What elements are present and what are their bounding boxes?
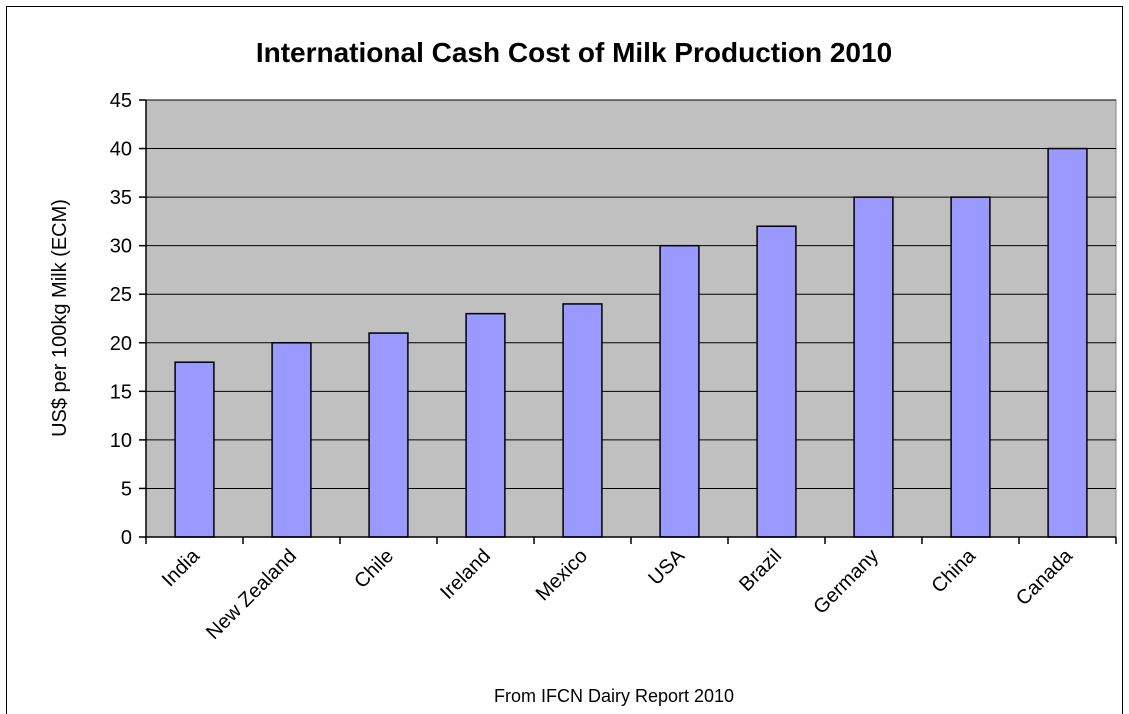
x-category-label: Germany (809, 545, 883, 619)
bar-china (950, 196, 991, 538)
bar-ireland (465, 312, 506, 538)
y-tick-label: 40 (110, 139, 132, 161)
x-category-label: New Zealand (202, 545, 301, 644)
y-axis-ticks: 0 5 10 15 20 25 30 35 40 45 (110, 90, 146, 549)
bar-chile (368, 332, 409, 538)
x-category-label: USA (644, 545, 689, 590)
x-category-label: Brazil (735, 545, 786, 596)
source-note: From IFCN Dairy Report 2010 (494, 686, 734, 706)
x-category-label: Chile (350, 545, 398, 593)
bar-mexico (562, 303, 603, 538)
x-category-label: Mexico (532, 545, 592, 605)
y-tick-label: 5 (121, 478, 132, 500)
bar-new-zealand (271, 342, 312, 538)
x-axis-ticks (145, 537, 1117, 544)
y-tick-label: 25 (110, 284, 132, 306)
y-tick-label: 10 (110, 430, 132, 452)
chart-title: International Cash Cost of Milk Producti… (256, 37, 892, 68)
y-tick-label: 30 (110, 236, 132, 258)
bar-india (174, 361, 215, 538)
y-tick-label: 20 (110, 333, 132, 355)
bar-germany (853, 196, 894, 538)
x-category-label: India (158, 544, 205, 591)
x-category-label: Canada (1012, 544, 1078, 610)
y-tick-label: 0 (121, 527, 132, 549)
y-axis-title: US$ per 100kg Milk (ECM) (49, 199, 71, 437)
bar-usa (659, 244, 700, 538)
y-tick-label: 35 (110, 187, 132, 209)
y-tick-label: 15 (110, 381, 132, 403)
x-category-label: China (928, 544, 981, 597)
bar-canada (1047, 147, 1088, 538)
bar-brazil (756, 225, 797, 538)
x-category-label: Ireland (436, 545, 495, 604)
bars (174, 147, 1088, 538)
y-tick-label: 45 (110, 90, 132, 112)
